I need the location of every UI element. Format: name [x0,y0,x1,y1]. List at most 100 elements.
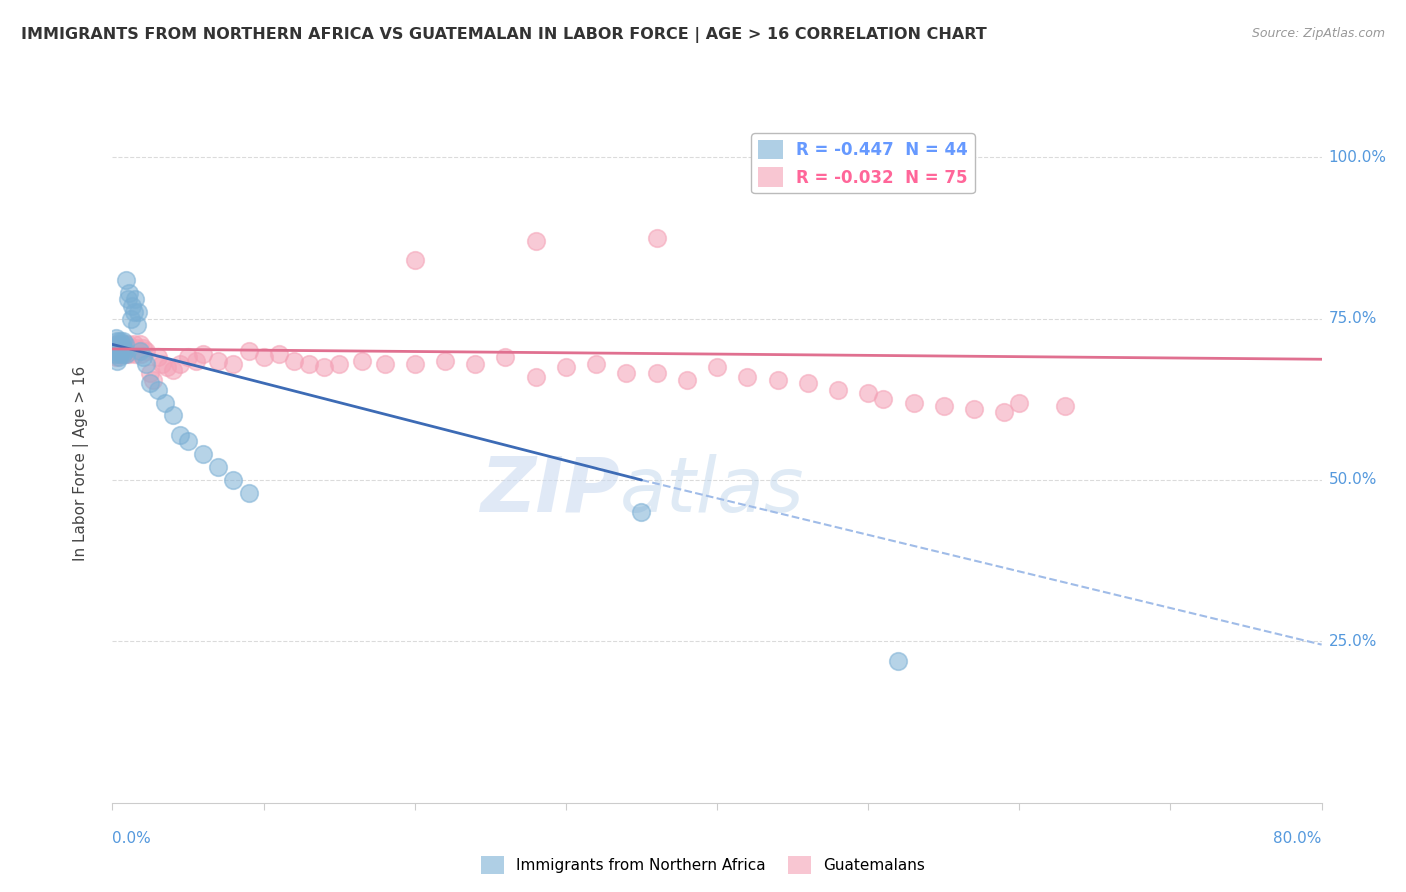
Point [128,343,150,358]
Point [645,231,668,245]
Point [932,399,955,413]
Point [404,253,426,268]
Text: 50.0%: 50.0% [1329,473,1376,488]
Point [117,292,139,306]
Point [112,343,135,358]
Point [112,347,135,361]
Point [585,357,607,371]
Point [404,357,426,371]
Point [125,318,148,332]
Point [124,347,146,361]
Point [107,343,129,358]
Point [495,351,517,365]
Text: IMMIGRANTS FROM NORTHERN AFRICA VS GUATEMALAN IN LABOR FORCE | AGE > 16 CORRELAT: IMMIGRANTS FROM NORTHERN AFRICA VS GUATE… [21,27,987,43]
Point [1008,395,1031,409]
Point [107,351,129,365]
Point [993,405,1015,419]
Point [554,359,576,374]
Point [107,341,129,355]
Text: 100.0%: 100.0% [1329,150,1386,165]
Point [283,353,305,368]
Point [630,505,652,519]
Point [887,654,910,668]
Text: Source: ZipAtlas.com: Source: ZipAtlas.com [1251,27,1385,40]
Point [1053,399,1076,413]
Point [132,341,155,355]
Point [155,395,177,409]
Point [433,353,456,368]
Point [675,373,697,387]
Point [125,341,148,355]
Point [107,337,129,351]
Point [121,299,143,313]
Point [114,337,136,351]
Point [105,334,128,348]
Point [616,367,638,381]
Point [112,337,135,351]
Point [110,341,132,355]
Point [114,347,136,361]
Point [191,347,214,361]
Point [150,357,173,371]
Point [207,460,229,475]
Point [118,285,141,300]
Point [110,337,132,351]
Point [108,337,131,351]
Point [169,427,191,442]
Point [115,347,138,361]
Point [128,337,150,351]
Point [129,347,152,361]
Point [222,473,245,487]
Point [177,351,200,365]
Point [104,351,127,365]
Point [191,447,214,461]
Point [120,311,142,326]
Point [127,343,149,358]
Point [105,353,128,368]
Text: 75.0%: 75.0% [1329,311,1376,326]
Point [737,369,759,384]
Point [766,373,789,387]
Point [524,369,547,384]
Point [328,357,350,371]
Point [169,357,191,371]
Point [374,357,396,371]
Point [108,341,131,355]
Point [108,347,131,361]
Text: 80.0%: 80.0% [1274,830,1322,846]
Point [105,337,128,351]
Point [135,357,157,371]
Point [135,343,157,358]
Point [207,353,229,368]
Point [122,305,145,319]
Point [122,337,145,351]
Point [105,341,128,355]
Point [222,357,245,371]
Point [104,331,127,345]
Point [903,395,925,409]
Point [110,347,132,361]
Point [162,409,184,423]
Point [706,359,728,374]
Text: ZIP: ZIP [481,454,620,528]
Point [118,347,141,361]
Point [524,234,547,248]
Point [298,357,321,371]
Point [120,341,142,355]
Point [104,341,127,355]
Point [114,343,136,358]
Point [963,401,986,416]
Point [162,363,184,377]
Point [115,273,138,287]
Point [105,343,128,358]
Point [872,392,894,407]
Point [107,347,129,361]
Y-axis label: In Labor Force | Age > 16: In Labor Force | Age > 16 [73,367,89,561]
Legend: Immigrants from Northern Africa, Guatemalans: Immigrants from Northern Africa, Guatema… [475,850,931,880]
Point [156,359,179,374]
Point [112,334,135,348]
Point [124,292,146,306]
Text: 25.0%: 25.0% [1329,634,1376,648]
Point [184,353,207,368]
Point [645,367,668,381]
